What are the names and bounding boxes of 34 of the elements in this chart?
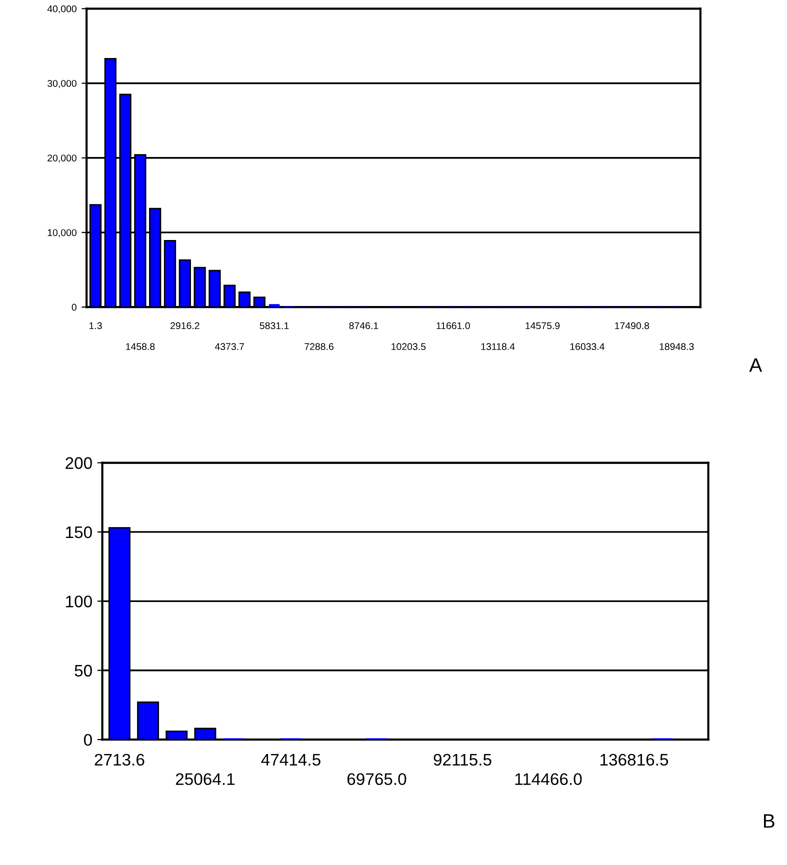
x-tick-label: 4373.7 [214, 343, 244, 350]
x-tick-label: 25064.1 [176, 773, 235, 786]
x-tick-label: 136816.5 [600, 754, 668, 766]
x-tick-label: 2713.6 [94, 754, 144, 766]
y-tick-label: 10,000 [48, 229, 76, 238]
y-tick-label: 0 [72, 304, 76, 311]
y-tick-label: 0 [84, 734, 92, 746]
x-tick-label: 18948.3 [660, 343, 694, 350]
x-tick-label: 7288.6 [304, 343, 334, 350]
x-tick-label: 47414.5 [261, 754, 320, 766]
y-tick-label: 150 [66, 526, 92, 538]
x-tick-label: 1.3 [89, 322, 102, 330]
x-tick-label: 16033.4 [570, 343, 604, 350]
x-tick-label: 2916.2 [170, 322, 200, 330]
x-tick-label: 10203.5 [392, 343, 426, 350]
y-tick-label: 40,000 [47, 5, 76, 14]
x-tick-label: 92115.5 [434, 754, 492, 766]
x-tick-label: 11661.0 [436, 322, 470, 330]
y-tick-label: 100 [66, 596, 92, 608]
x-tick-label: 8746.1 [349, 322, 378, 330]
x-tick-label: 114466.0 [515, 773, 582, 786]
y-tick-label: 200 [66, 457, 92, 469]
x-tick-label: 17490.8 [615, 322, 650, 330]
x-tick-label: 1458.8 [126, 343, 155, 350]
x-tick-label: 13118.4 [481, 343, 515, 350]
text: B [764, 814, 774, 828]
x-tick-label: 69765.0 [347, 773, 406, 786]
x-tick-label: 5831.1 [260, 322, 289, 330]
text: A [749, 358, 762, 372]
y-tick-label: 30,000 [47, 80, 76, 88]
bar [268, 304, 280, 308]
x-tick-label: 14575.9 [526, 322, 560, 330]
y-tick-label: 50 [74, 664, 92, 677]
y-tick-label: 20,000 [48, 154, 76, 163]
